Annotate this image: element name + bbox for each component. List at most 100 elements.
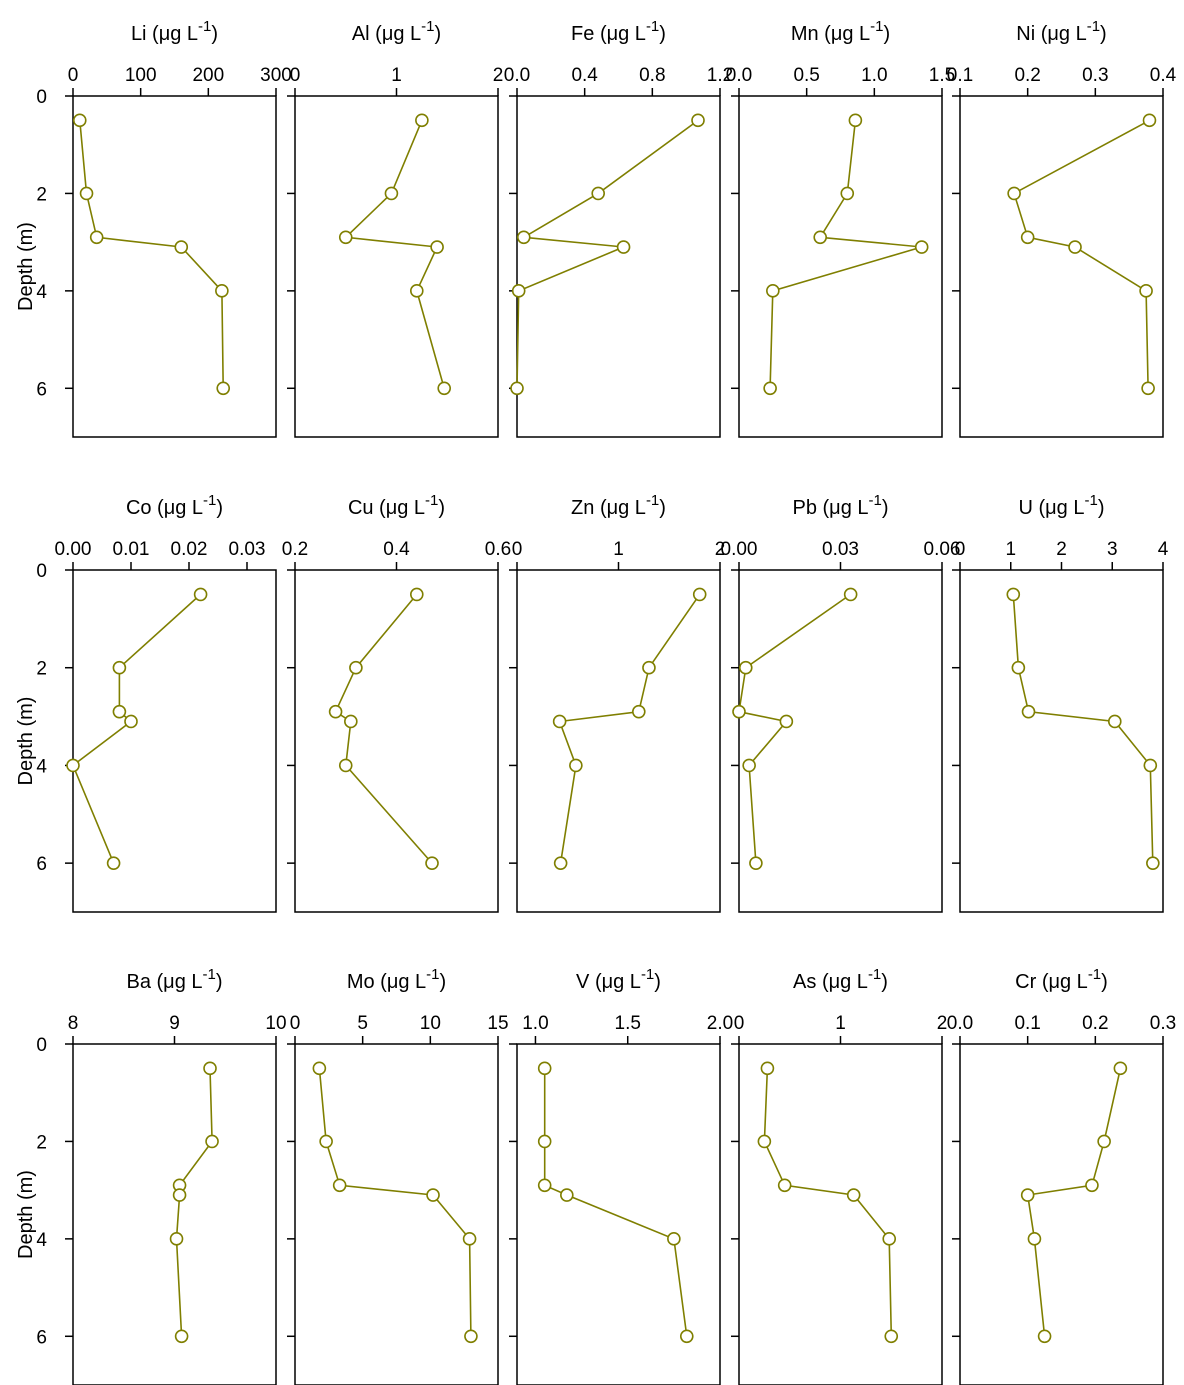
data-point-pb xyxy=(779,714,794,729)
data-point-ni xyxy=(1141,381,1155,396)
data-point-mo xyxy=(462,1232,477,1246)
data-point-al xyxy=(409,284,424,298)
x-tick-label-mn: 1.0 xyxy=(861,65,887,86)
y-tick-label-li: 4 xyxy=(36,282,47,303)
data-point-al xyxy=(384,186,399,201)
y-tick-label-ba: 2 xyxy=(36,1132,47,1153)
data-point-co xyxy=(124,714,138,729)
panel-title-fe: Fe (μg L-1) xyxy=(571,18,666,45)
x-tick-label-zn: 1 xyxy=(613,539,624,560)
data-point-mo xyxy=(312,1061,327,1076)
panel-ni: 0.1 0.2 0.3 0.4 Ni (μg L-1) xyxy=(947,18,1177,438)
panel-cr: 0.0 0.1 0.2 0.3 Cr (μg L-1) xyxy=(947,966,1176,1385)
data-point-cu xyxy=(328,704,343,719)
data-point-fe xyxy=(591,186,606,201)
data-point-v xyxy=(667,1232,681,1246)
data-point-mo xyxy=(319,1134,333,1149)
series-line-zn xyxy=(558,593,701,864)
x-tick-label-as: 2 xyxy=(937,1013,948,1034)
x-tick-label-ba: 8 xyxy=(68,1013,79,1034)
series-line-ba xyxy=(175,1068,213,1337)
plot-frame-ni xyxy=(959,95,1164,438)
plot-frame-u xyxy=(959,569,1164,913)
data-point-co xyxy=(66,758,80,773)
x-tick-label-v: 1.0 xyxy=(522,1013,548,1034)
data-point-pb xyxy=(738,660,753,675)
data-point-cu xyxy=(344,714,358,729)
panel-title-v: V (μg L-1) xyxy=(576,966,661,993)
data-point-ni xyxy=(1139,284,1153,298)
data-point-u xyxy=(1011,660,1026,675)
series-line-cr xyxy=(1026,1068,1122,1337)
series-line-al xyxy=(344,120,445,389)
data-point-zn xyxy=(642,660,656,675)
data-point-ba xyxy=(169,1232,184,1246)
data-point-li xyxy=(89,230,104,245)
x-tick-label-as: 0 xyxy=(734,1013,745,1034)
data-point-v xyxy=(537,1134,552,1149)
panel-title-mn: Mn (μg L-1) xyxy=(791,18,890,45)
data-point-mn xyxy=(813,230,828,245)
data-point-mn xyxy=(914,240,929,254)
data-point-cu xyxy=(425,856,439,870)
x-tick-label-mo: 0 xyxy=(290,1013,301,1034)
data-point-mo xyxy=(426,1188,440,1202)
panel-mo: 0 5 10 15 Mo (μg L-1) xyxy=(287,966,509,1385)
series-line-mo xyxy=(318,1068,472,1337)
x-tick-label-v: 2.0 xyxy=(707,1013,733,1034)
data-point-cr xyxy=(1037,1329,1052,1344)
x-tick-label-u: 3 xyxy=(1107,539,1118,560)
series-line-ni xyxy=(1013,119,1150,389)
panel-title-co: Co (μg L-1) xyxy=(126,492,223,519)
data-point-li xyxy=(216,381,231,396)
panel-title-mo: Mo (μg L-1) xyxy=(347,966,446,993)
x-tick-label-al: 1 xyxy=(391,65,402,86)
x-tick-label-li: 100 xyxy=(125,65,157,86)
data-point-ba xyxy=(174,1329,189,1344)
data-point-li xyxy=(79,186,94,201)
plot-frame-cr xyxy=(959,1043,1164,1385)
data-point-cu xyxy=(409,587,424,602)
data-point-co xyxy=(106,856,121,870)
y-tick-label-co: 4 xyxy=(36,756,47,777)
data-point-co xyxy=(112,704,127,719)
data-point-zn xyxy=(553,856,568,870)
plot-frame-as xyxy=(738,1043,943,1385)
data-point-mn xyxy=(766,284,780,298)
plot-frame-li xyxy=(72,95,277,438)
data-point-u xyxy=(1006,587,1021,602)
data-point-u xyxy=(1107,714,1122,729)
x-tick-label-mn: 1.5 xyxy=(929,65,955,86)
data-point-cr xyxy=(1113,1061,1128,1076)
x-tick-label-ba: 9 xyxy=(169,1013,180,1034)
data-point-fe xyxy=(510,381,524,396)
data-point-as xyxy=(884,1329,899,1344)
data-point-zn xyxy=(692,587,707,602)
x-tick-label-cr: 0.0 xyxy=(947,1013,973,1034)
panel-al: 0 1 2 Al (μg L-1) xyxy=(287,18,503,438)
y-tick-label-ba: 6 xyxy=(36,1327,47,1348)
panel-ba: 8 9 10 0 2 4 6 Ba (μg L-1) Depth (m) xyxy=(15,966,287,1385)
plot-frame-cu xyxy=(294,569,499,913)
data-point-v xyxy=(537,1178,552,1193)
data-point-al xyxy=(338,230,353,245)
data-point-ba xyxy=(205,1134,219,1149)
panel-co: 0.00 0.01 0.02 0.03 0 2 4 6 Co (μg L-1) Depth (m) xyxy=(15,492,277,913)
series-line-cu xyxy=(334,593,433,864)
panel-title-u: U (μg L-1) xyxy=(1018,492,1104,519)
data-point-as xyxy=(760,1061,775,1076)
y-tick-label-co: 6 xyxy=(36,854,47,875)
x-tick-label-cr: 0.1 xyxy=(1014,1013,1040,1034)
data-point-mo xyxy=(464,1329,478,1344)
y-tick-label-co: 0 xyxy=(36,561,47,582)
data-point-zn xyxy=(569,758,583,773)
data-point-as xyxy=(757,1134,772,1149)
data-point-ni xyxy=(1007,186,1021,201)
x-tick-label-u: 4 xyxy=(1158,539,1169,560)
series-line-as xyxy=(763,1068,893,1337)
data-point-al xyxy=(415,113,429,128)
data-point-ni xyxy=(1142,113,1157,128)
y-tick-label-li: 2 xyxy=(36,184,47,205)
data-point-li xyxy=(72,113,87,128)
